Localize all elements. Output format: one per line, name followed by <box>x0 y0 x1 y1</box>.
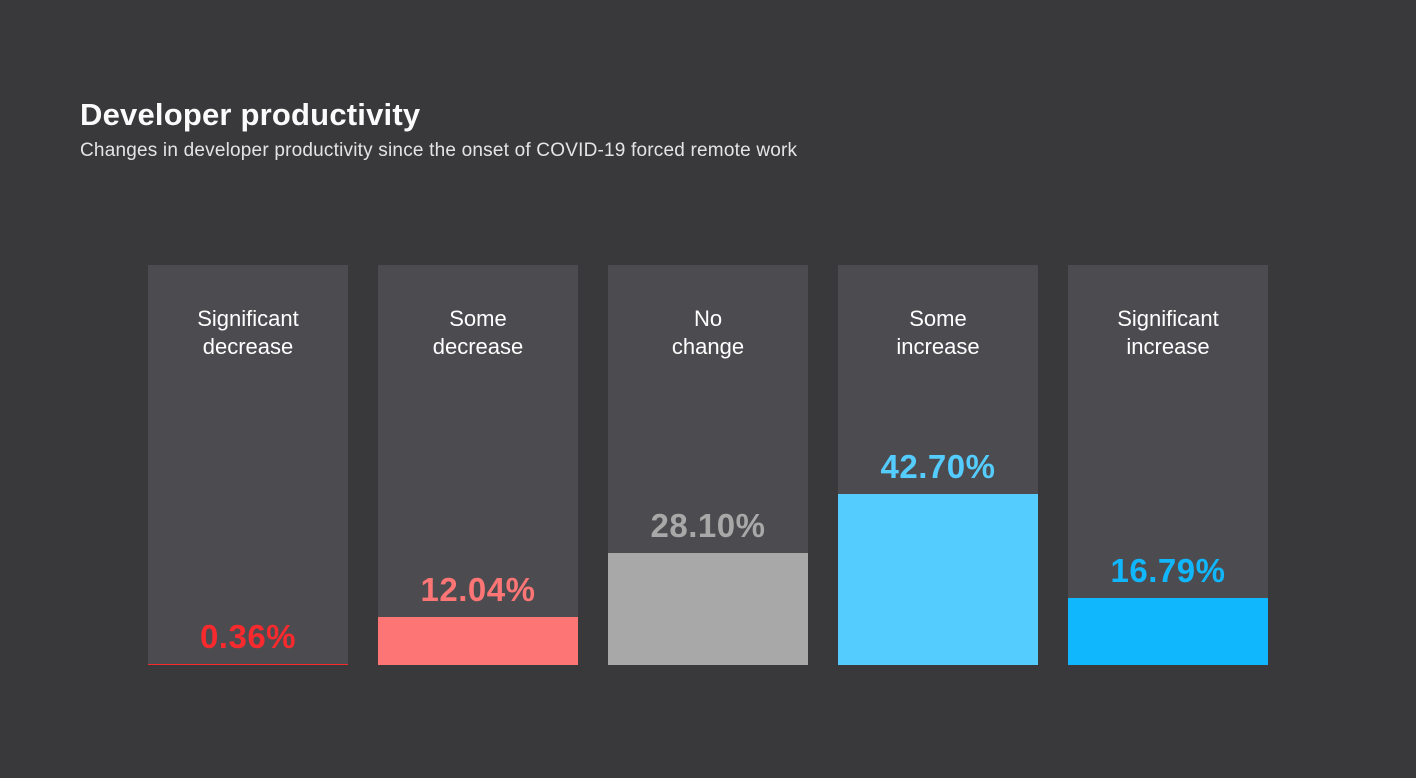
bar-column: Significant decrease 0.36% <box>148 265 348 665</box>
bar-chart: Significant decrease 0.36% Some decrease… <box>148 265 1268 665</box>
bar-value-label: 12.04% <box>420 570 536 608</box>
bar-category-label: Significant increase <box>1117 306 1219 359</box>
bar-value-label: 16.79% <box>1110 551 1226 589</box>
bar-fill <box>148 663 348 665</box>
chart-subtitle: Changes in developer productivity since … <box>80 140 798 161</box>
bar-fill <box>838 494 1038 665</box>
bar-column: Some decrease 12.04% <box>378 265 578 665</box>
bar-category-label: Some decrease <box>432 306 524 359</box>
chart-title: Developer productivity <box>80 96 421 132</box>
bar-column: Some increase 42.70% <box>838 265 1038 665</box>
bar-fill <box>378 616 578 665</box>
bar-fill <box>608 552 808 665</box>
bar-column: No change 28.10% <box>608 265 808 665</box>
bar-category-label: Significant decrease <box>197 306 299 359</box>
bar-value-label: 28.10% <box>650 506 766 544</box>
bar-value-label: 0.36% <box>199 617 297 655</box>
bar-category-label: Some increase <box>896 306 980 359</box>
bar-value-label: 42.70% <box>880 448 996 486</box>
bar-fill <box>1068 597 1268 665</box>
bar-category-label: No change <box>671 306 745 359</box>
bar-column: Significant increase 16.79% <box>1068 265 1268 665</box>
